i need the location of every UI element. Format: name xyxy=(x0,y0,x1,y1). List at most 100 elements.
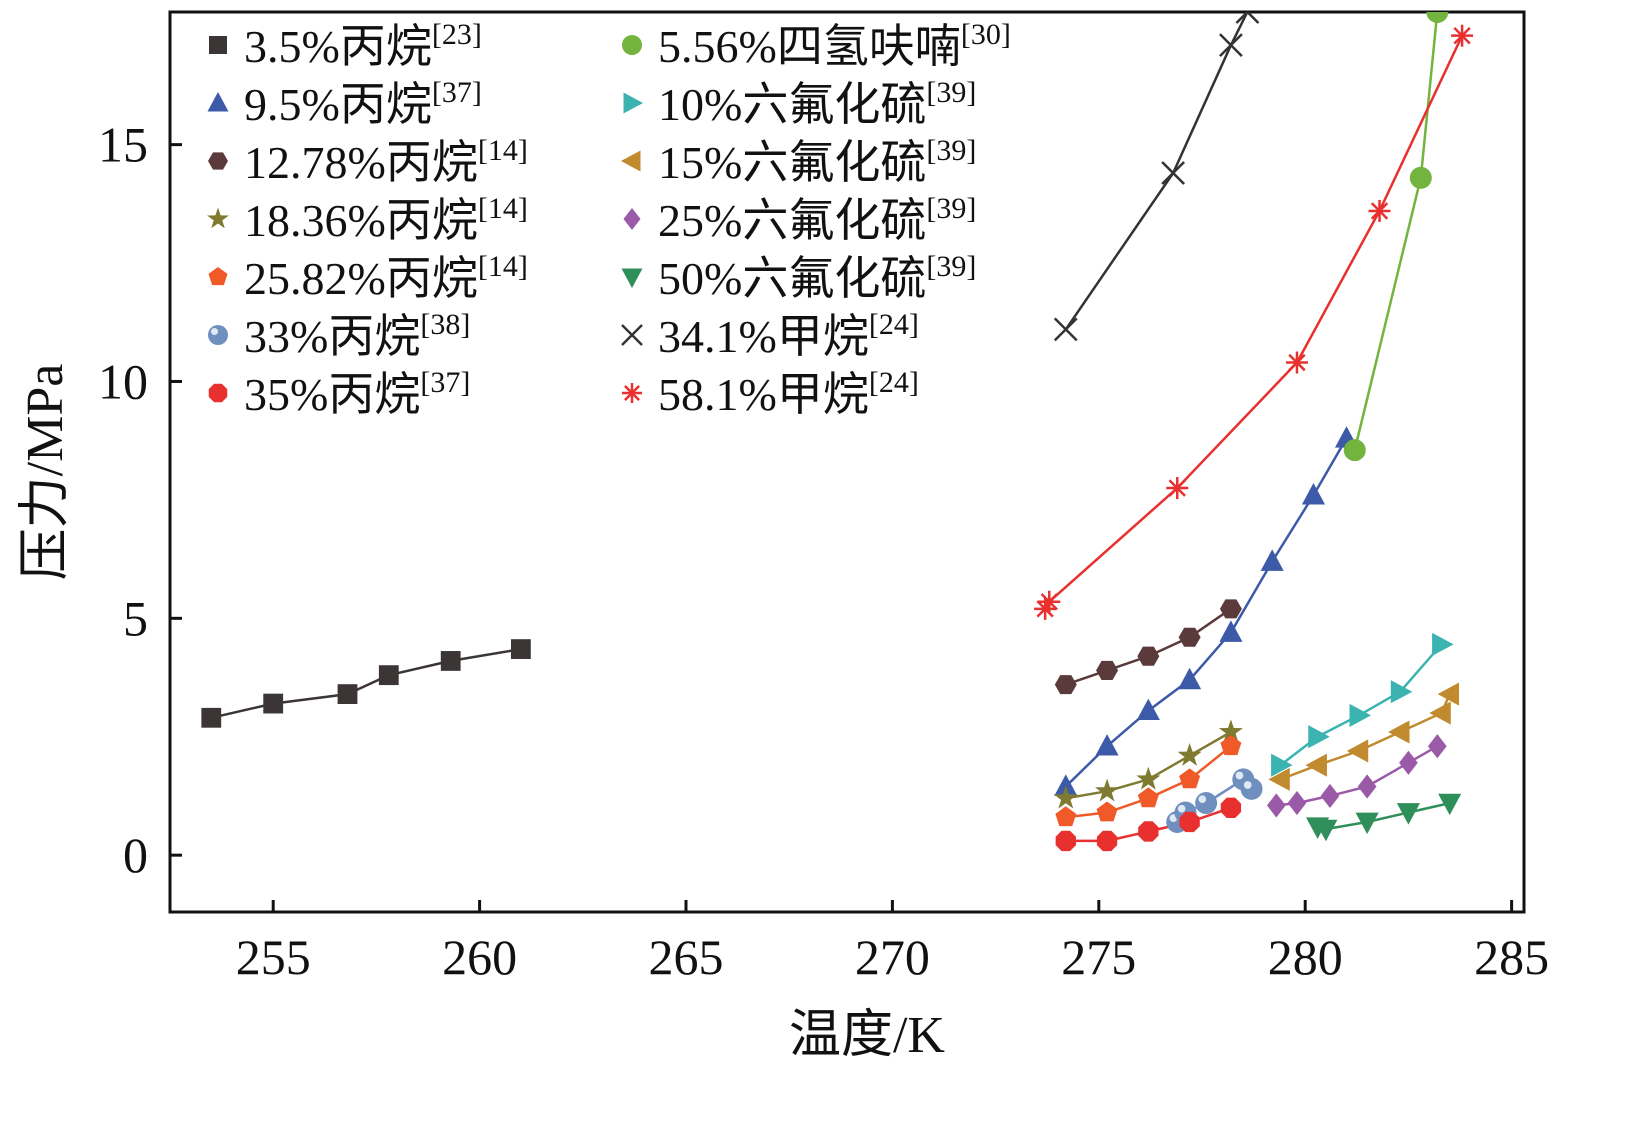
data-point-series-3 xyxy=(1177,743,1202,766)
data-point-series-12 xyxy=(1161,161,1185,185)
y-tick-label: 10 xyxy=(98,353,148,409)
data-point-series-8 xyxy=(1390,680,1413,704)
data-point-series-10 xyxy=(1266,793,1286,818)
data-point-series-1 xyxy=(1136,698,1160,721)
data-point-series-3 xyxy=(1218,719,1243,743)
data-point-series-3 xyxy=(1136,766,1161,790)
data-point-series-0 xyxy=(201,707,222,728)
legend-item-0: 3.5%丙烷[23] xyxy=(209,18,482,72)
data-point-series-0 xyxy=(440,651,461,671)
legend-label-11: 50%六氟化硫[39] xyxy=(658,250,976,304)
data-point-series-10 xyxy=(1357,774,1377,799)
legend-ref-10: [39] xyxy=(926,192,976,225)
legend-item-1: 9.5%丙烷[37] xyxy=(207,76,482,130)
y-tick-label: 15 xyxy=(98,117,148,173)
data-point-series-1 xyxy=(1095,734,1119,756)
data-point-series-12 xyxy=(1053,317,1078,342)
series-line-0 xyxy=(211,647,522,720)
legend-name-0: 3.5%丙烷 xyxy=(244,21,432,72)
data-point-series-0 xyxy=(263,693,284,714)
data-point-series-8 xyxy=(1349,703,1371,727)
data-point-series-3 xyxy=(1095,778,1120,802)
legend-name-12: 34.1%甲烷 xyxy=(658,311,869,362)
legend-marker-10 xyxy=(623,208,641,230)
data-point-series-9 xyxy=(1268,767,1290,791)
legend-ref-9: [39] xyxy=(926,134,976,167)
data-point-series-2 xyxy=(1219,599,1242,619)
data-point-series-9 xyxy=(1429,701,1451,725)
series-points-layer xyxy=(201,12,1474,852)
data-point-series-3 xyxy=(1053,785,1078,809)
legend-item-6: 35%丙烷[37] xyxy=(208,366,470,420)
x-tick-label: 275 xyxy=(1061,929,1136,985)
legend-item-9: 15%六氟化硫[39] xyxy=(621,134,976,188)
series-line-13 xyxy=(1044,35,1464,610)
y-tick-label: 5 xyxy=(123,590,148,646)
data-point-series-12 xyxy=(1219,33,1243,58)
axes-layer: 255 260 265 270 275 280 285 0 5 10 15 xyxy=(98,10,1549,985)
data-point-series-6 xyxy=(1138,821,1159,842)
legend-marker-11 xyxy=(621,268,643,288)
data-point-series-11 xyxy=(1438,793,1462,816)
data-point-series-1 xyxy=(1301,483,1326,505)
legend-item-11: 50%六氟化硫[39] xyxy=(621,250,976,304)
legend-marker-9 xyxy=(621,150,641,172)
data-point-series-0 xyxy=(337,684,358,705)
data-point-series-1 xyxy=(1054,774,1078,796)
legend-ref-0: [23] xyxy=(432,18,482,51)
data-point-series-13 xyxy=(1285,351,1308,374)
data-point-series-8 xyxy=(1308,725,1330,749)
data-point-series-1 xyxy=(1219,620,1243,642)
legend-label-9: 15%六氟化硫[39] xyxy=(658,134,976,188)
series-line-1 xyxy=(1064,437,1348,788)
legend-ref-12: [24] xyxy=(869,308,919,341)
data-point-series-10 xyxy=(1427,734,1447,759)
data-point-series-5 xyxy=(1195,792,1218,815)
series-line-11 xyxy=(1317,801,1450,831)
legend-ref-11: [39] xyxy=(926,250,976,283)
legend: 3.5%丙烷[23]9.5%丙烷[37]12.78%丙烷[14]18.36%丙烷… xyxy=(207,18,1011,420)
legend-label-1: 9.5%丙烷[37] xyxy=(244,76,482,130)
legend-marker-12 xyxy=(621,324,643,346)
legend-ref-7: [30] xyxy=(961,18,1011,51)
legend-item-2: 12.78%丙烷[14] xyxy=(208,134,528,188)
legend-label-0: 3.5%丙烷[23] xyxy=(244,18,482,72)
legend-ref-6: [37] xyxy=(420,366,470,399)
data-point-series-13 xyxy=(1451,24,1474,47)
legend-item-5: 33%丙烷[38] xyxy=(208,308,470,362)
x-tick-label: 255 xyxy=(236,929,311,985)
series-line-12 xyxy=(1064,12,1249,331)
data-point-series-2 xyxy=(1054,675,1077,695)
legend-name-8: 10%六氟化硫 xyxy=(658,79,926,130)
data-point-series-12 xyxy=(1235,12,1260,24)
data-point-series-13 xyxy=(1368,199,1391,222)
data-point-series-8 xyxy=(1271,753,1293,777)
data-point-series-1 xyxy=(1178,667,1202,690)
legend-name-11: 50%六氟化硫 xyxy=(658,253,926,304)
legend-item-8: 10%六氟化硫[39] xyxy=(623,76,976,130)
legend-name-3: 18.36%丙烷 xyxy=(244,195,478,246)
data-point-series-0 xyxy=(510,639,531,660)
data-point-series-2 xyxy=(1137,646,1160,666)
x-tick-label: 260 xyxy=(442,929,517,985)
legend-item-10: 25%六氟化硫[39] xyxy=(623,192,976,246)
legend-label-6: 35%丙烷[37] xyxy=(244,366,470,420)
data-point-series-9 xyxy=(1305,753,1327,777)
legend-label-8: 10%六氟化硫[39] xyxy=(658,76,976,130)
legend-label-13: 58.1%甲烷[24] xyxy=(658,366,919,420)
y-axis-title: 压力/MPa xyxy=(17,364,74,581)
legend-name-7: 5.56%四氢呋喃 xyxy=(658,21,961,72)
data-point-series-13 xyxy=(1166,477,1189,500)
legend-ref-13: [24] xyxy=(869,366,919,399)
data-point-series-7 xyxy=(1409,166,1432,189)
data-point-series-8 xyxy=(1432,632,1454,656)
legend-name-1: 9.5%丙烷 xyxy=(244,79,432,130)
legend-name-6: 35%丙烷 xyxy=(244,369,420,420)
x-axis-title: 温度/K xyxy=(789,1007,945,1064)
data-point-series-6 xyxy=(1220,797,1242,818)
data-point-series-2 xyxy=(1096,660,1119,680)
data-point-series-6 xyxy=(1096,830,1118,852)
legend-marker-0 xyxy=(209,36,227,54)
legend-marker-5 xyxy=(208,325,228,345)
